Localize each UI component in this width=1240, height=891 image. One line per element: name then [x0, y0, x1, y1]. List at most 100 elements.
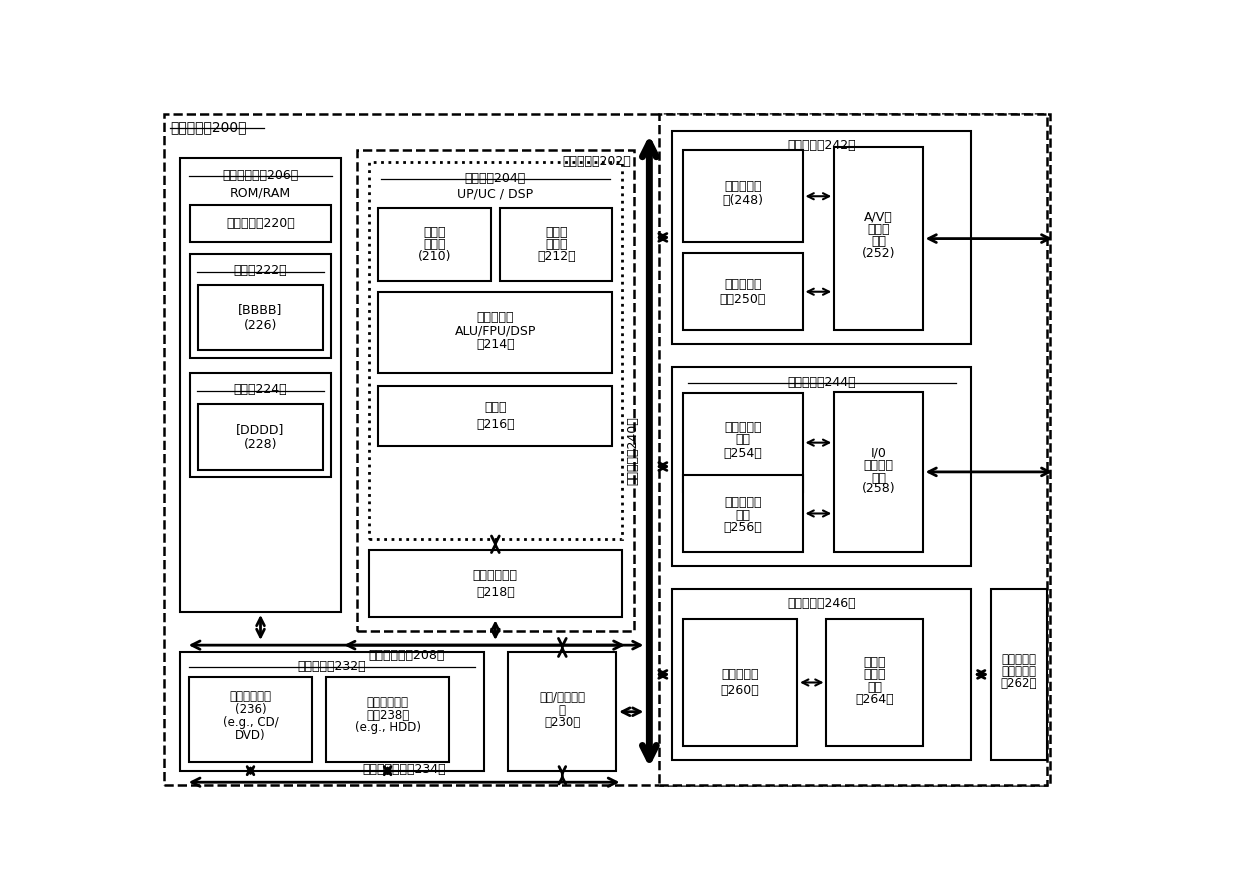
Bar [191, 373, 331, 478]
Text: （254）: （254） [724, 447, 763, 460]
Text: (e.g., HDD): (e.g., HDD) [355, 721, 420, 734]
Bar [835, 392, 923, 552]
Text: （212）: （212） [537, 250, 575, 263]
Text: 制器: 制器 [735, 433, 750, 446]
Text: 器（238）: 器（238） [366, 708, 409, 722]
Bar [672, 589, 971, 760]
Text: 口（多: 口（多 [863, 668, 885, 682]
Text: DVD): DVD) [236, 729, 265, 741]
Text: 外围接口（244）: 外围接口（244） [787, 376, 856, 388]
Text: (252): (252) [862, 248, 895, 260]
Text: （216）: （216） [476, 419, 515, 431]
Text: 其他计算设: 其他计算设 [1002, 652, 1037, 666]
Text: I/0: I/0 [870, 447, 887, 460]
Text: 速缓存: 速缓存 [544, 238, 568, 251]
Text: (258): (258) [862, 482, 895, 495]
Text: 个）: 个） [870, 235, 885, 249]
Text: 总线/接口控制: 总线/接口控制 [539, 691, 585, 705]
Text: 寄存器: 寄存器 [484, 402, 507, 414]
Text: 储存设备（232）: 储存设备（232） [298, 659, 366, 673]
Text: （260）: （260） [720, 683, 760, 697]
Bar [180, 652, 484, 772]
Text: 图像处理单: 图像处理单 [724, 181, 761, 193]
Text: 通信端: 通信端 [863, 656, 885, 669]
Text: （262）: （262） [1001, 677, 1037, 691]
Text: 个）: 个） [870, 471, 885, 485]
Bar [826, 619, 923, 746]
Text: (236): (236) [234, 703, 267, 716]
Bar [500, 208, 613, 281]
Bar [180, 158, 341, 612]
Bar [683, 393, 802, 492]
Text: ALU/FPU/DSP: ALU/FPU/DSP [455, 324, 536, 337]
Text: （256）: （256） [724, 521, 763, 534]
Bar [683, 150, 802, 242]
Text: 端口（多: 端口（多 [863, 459, 894, 472]
Text: 器: 器 [559, 704, 565, 716]
Text: 存储器总线（208）: 存储器总线（208） [368, 649, 445, 662]
Text: 并行接口控: 并行接口控 [724, 496, 761, 509]
Bar [370, 161, 621, 539]
Bar [378, 208, 491, 281]
Text: （230）: （230） [544, 716, 580, 729]
Text: 可移除储存器: 可移除储存器 [229, 691, 272, 703]
Text: 备（多个）: 备（多个） [1002, 665, 1037, 678]
Text: (210): (210) [418, 250, 451, 263]
Text: (e.g., CD/: (e.g., CD/ [223, 716, 278, 730]
Bar [370, 550, 621, 617]
Text: 基本配置（202）: 基本配置（202） [562, 155, 631, 168]
Text: 元（250）: 元（250） [719, 293, 766, 306]
Text: [BBBB]: [BBBB] [238, 303, 283, 316]
Bar [508, 652, 616, 772]
Bar [198, 285, 322, 350]
Text: 不可移除储存: 不可移除储存 [367, 697, 408, 709]
Text: 网络控制器: 网络控制器 [722, 668, 759, 682]
Text: 输出设备（242）: 输出设备（242） [787, 139, 856, 152]
Bar [683, 253, 802, 331]
Text: 存储器控制器: 存储器控制器 [472, 568, 518, 582]
Text: 操作系统（220）: 操作系统（220） [226, 217, 295, 231]
Text: 数据（224）: 数据（224） [233, 383, 288, 396]
Text: （214）: （214） [476, 338, 515, 351]
Text: 应用（222）: 应用（222） [233, 264, 288, 277]
Text: (226): (226) [244, 319, 278, 331]
Text: 处理器（204）: 处理器（204） [465, 172, 526, 184]
Text: 制器: 制器 [735, 509, 750, 521]
Text: 储存接口总线（234）: 储存接口总线（234） [362, 763, 446, 776]
Text: A/V端: A/V端 [864, 210, 893, 224]
Bar [191, 254, 331, 358]
Text: （218）: （218） [476, 585, 515, 599]
Bar [683, 619, 797, 746]
Text: 串行接口控: 串行接口控 [724, 421, 761, 434]
Bar [198, 405, 322, 470]
Text: 一级高: 一级高 [423, 225, 446, 239]
Text: 二级高: 二级高 [544, 225, 568, 239]
Bar [672, 367, 971, 566]
Text: 处理器核心: 处理器核心 [476, 311, 515, 324]
Text: 通信设备（246）: 通信设备（246） [787, 597, 856, 610]
Text: （264）: （264） [856, 693, 894, 706]
Bar [991, 589, 1047, 760]
Text: [DDDD]: [DDDD] [237, 422, 285, 436]
Text: 系统存储器（206）: 系统存储器（206） [222, 168, 299, 182]
Text: UP/UC / DSP: UP/UC / DSP [458, 187, 533, 200]
Text: 计算设备（200）: 计算设备（200） [170, 120, 247, 134]
Text: 速缓存: 速缓存 [423, 238, 446, 251]
Bar [191, 206, 331, 242]
Text: 系统总线（240）: 系统总线（240） [626, 417, 639, 486]
Bar [378, 387, 613, 446]
Text: (228): (228) [244, 438, 278, 451]
Bar [378, 292, 613, 373]
Text: 个）: 个） [867, 681, 882, 693]
Text: ROM/RAM: ROM/RAM [229, 186, 291, 200]
Bar [326, 677, 449, 762]
Bar [658, 114, 1048, 785]
Bar [683, 475, 802, 552]
Bar [672, 131, 971, 344]
Bar [835, 147, 923, 331]
Bar [188, 677, 312, 762]
Bar [357, 150, 634, 632]
Text: 口（多: 口（多 [867, 223, 889, 236]
Text: 音频处理单: 音频处理单 [724, 277, 761, 290]
Text: 元(248): 元(248) [723, 194, 764, 208]
